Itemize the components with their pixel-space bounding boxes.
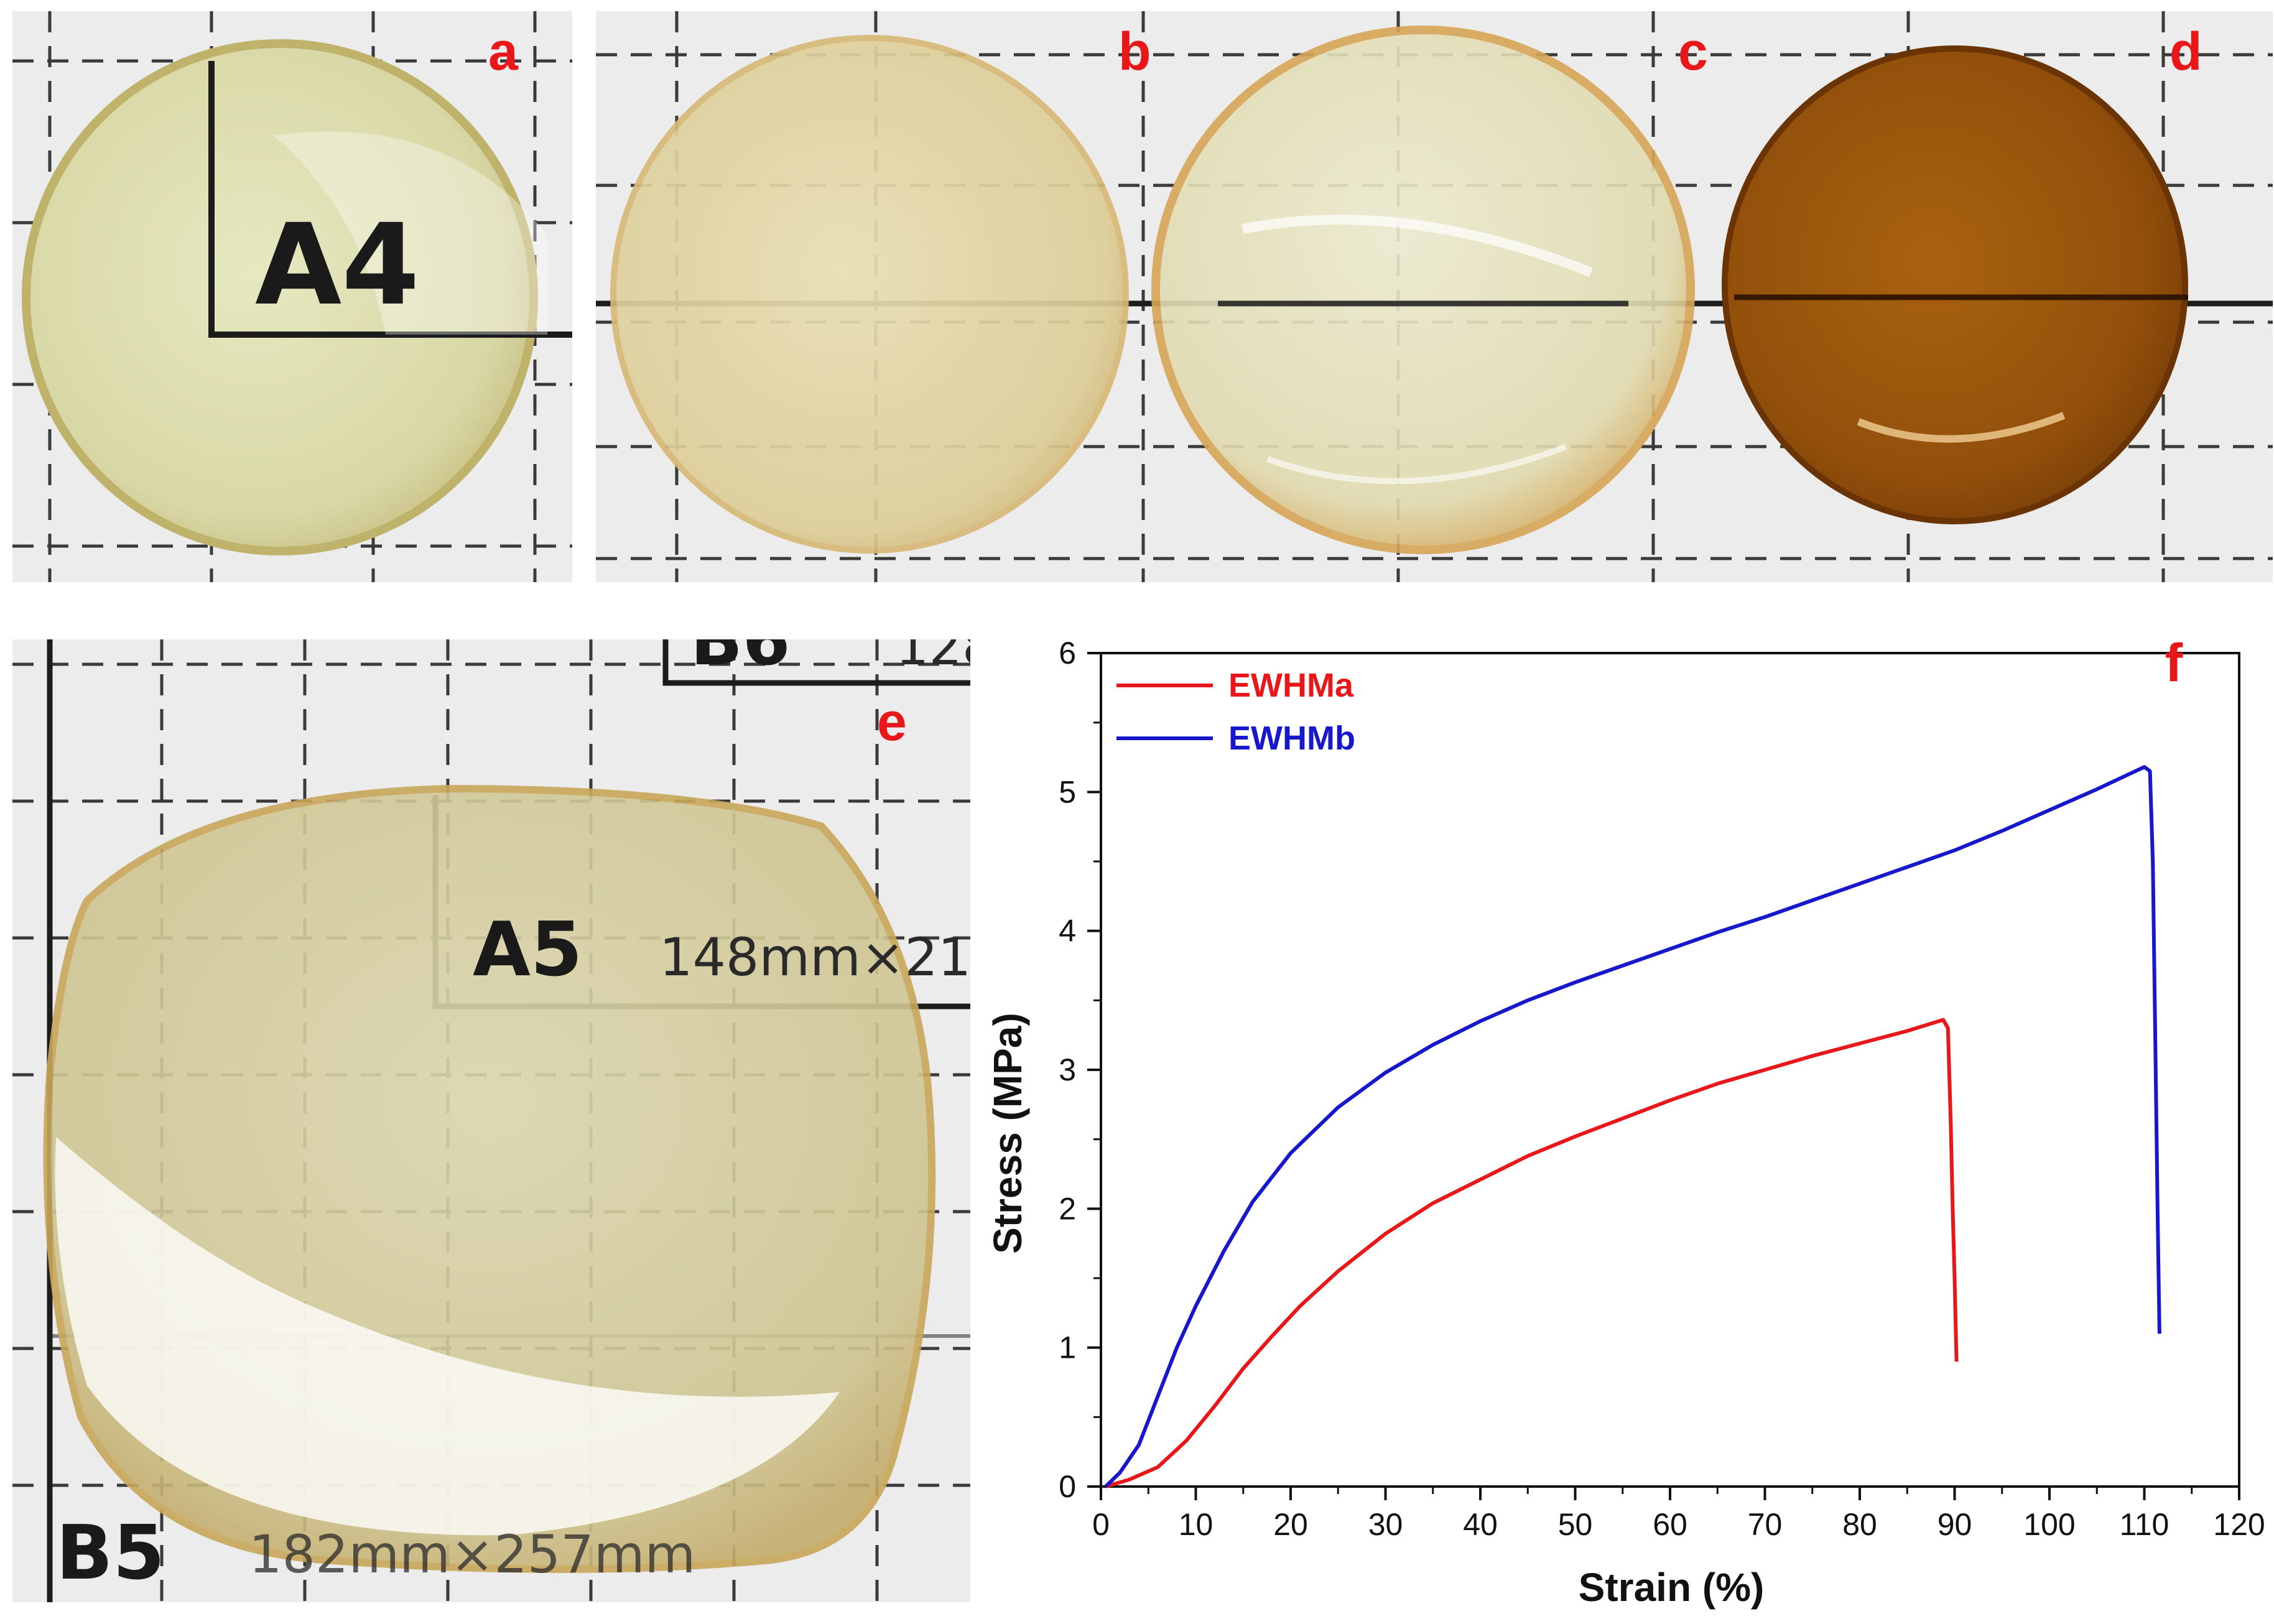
plot-frame xyxy=(1100,652,2240,1488)
y-tick-label: 0 xyxy=(1059,1469,1076,1504)
x-tick-label: 90 xyxy=(1938,1507,1972,1542)
x-tick-label: 80 xyxy=(1842,1507,1877,1542)
film-disc-a xyxy=(22,39,538,555)
x-tick-label: 70 xyxy=(1748,1507,1783,1542)
chart-svg: 0 10 20 30 40 50 60 70 80 90 100 110 120 0 1 2 3 4 5 6 EWHM… xyxy=(985,633,2265,1610)
y-tick-label: 3 xyxy=(1059,1052,1076,1087)
panel-bcd-photo: b c d xyxy=(596,11,2273,582)
film-photo-e: A5 148mm×210 B5 182mm×257mm B6 128 xyxy=(12,639,970,1602)
y-tick-label: 6 xyxy=(1059,636,1076,670)
stress-strain-chart: 0 10 20 30 40 50 60 70 80 90 100 110 120 0 1 2 3 4 5 6 EWHM… xyxy=(970,616,2274,1621)
x-tick-label: 40 xyxy=(1463,1507,1498,1542)
panel-label-a: a xyxy=(488,22,518,81)
legend-label-ewhmb: EWHMb xyxy=(1228,720,1355,757)
x-tick-label: 20 xyxy=(1273,1507,1308,1542)
x-tick-label: 100 xyxy=(2023,1507,2075,1542)
panel-e-photo: A5 148mm×210 B5 182mm×257mm B6 128 e xyxy=(12,639,970,1602)
x-tick-label: 60 xyxy=(1653,1507,1687,1542)
x-tick-label: 0 xyxy=(1092,1507,1110,1542)
film-disc-d xyxy=(1722,45,2188,524)
film-photo-a: A4 xyxy=(12,11,572,582)
grid-text-a4: A4 xyxy=(255,200,420,330)
x-tick-label: 10 xyxy=(1179,1507,1214,1542)
grid-text-b6: B6 xyxy=(690,639,790,680)
series-line-ewhma xyxy=(1105,1018,1959,1488)
legend-label-ewhma: EWHMa xyxy=(1228,667,1354,704)
panel-label-f: f xyxy=(2165,633,2183,693)
panel-label-d: d xyxy=(2170,22,2202,81)
series-line-ewhmb xyxy=(1104,765,2161,1488)
x-tick-label: 50 xyxy=(1558,1507,1593,1542)
grid-text-b5: B5 xyxy=(56,1510,165,1597)
x-tick-label: 30 xyxy=(1368,1507,1403,1542)
x-tick-label: 120 xyxy=(2213,1507,2265,1542)
x-tick-label: 110 xyxy=(2120,1507,2170,1542)
grid-text-b5-size: 182mm×257mm xyxy=(249,1524,695,1585)
panel-label-b: b xyxy=(1118,22,1151,81)
y-tick-label: 5 xyxy=(1059,774,1076,809)
y-tick-label: 4 xyxy=(1059,914,1076,949)
grid-text-a5: A5 xyxy=(473,907,582,993)
grid-text-a5-size: 148mm×210 xyxy=(659,927,970,988)
film-disc-c xyxy=(1151,26,1695,554)
panel-label-c: c xyxy=(1678,22,1708,81)
y-tick-label: 2 xyxy=(1059,1191,1076,1226)
panel-a-photo: A4 a xyxy=(12,11,572,582)
panel-label-e: e xyxy=(877,692,907,752)
y-tick-label: 1 xyxy=(1059,1330,1076,1365)
grid-text-b6-size: 128 xyxy=(896,639,970,677)
x-axis-label: Strain (%) xyxy=(1579,1565,1765,1610)
film-disc-b xyxy=(610,35,1129,554)
film-photos-bcd xyxy=(596,11,2273,582)
y-axis-label: Stress (MPa) xyxy=(985,1013,1030,1254)
